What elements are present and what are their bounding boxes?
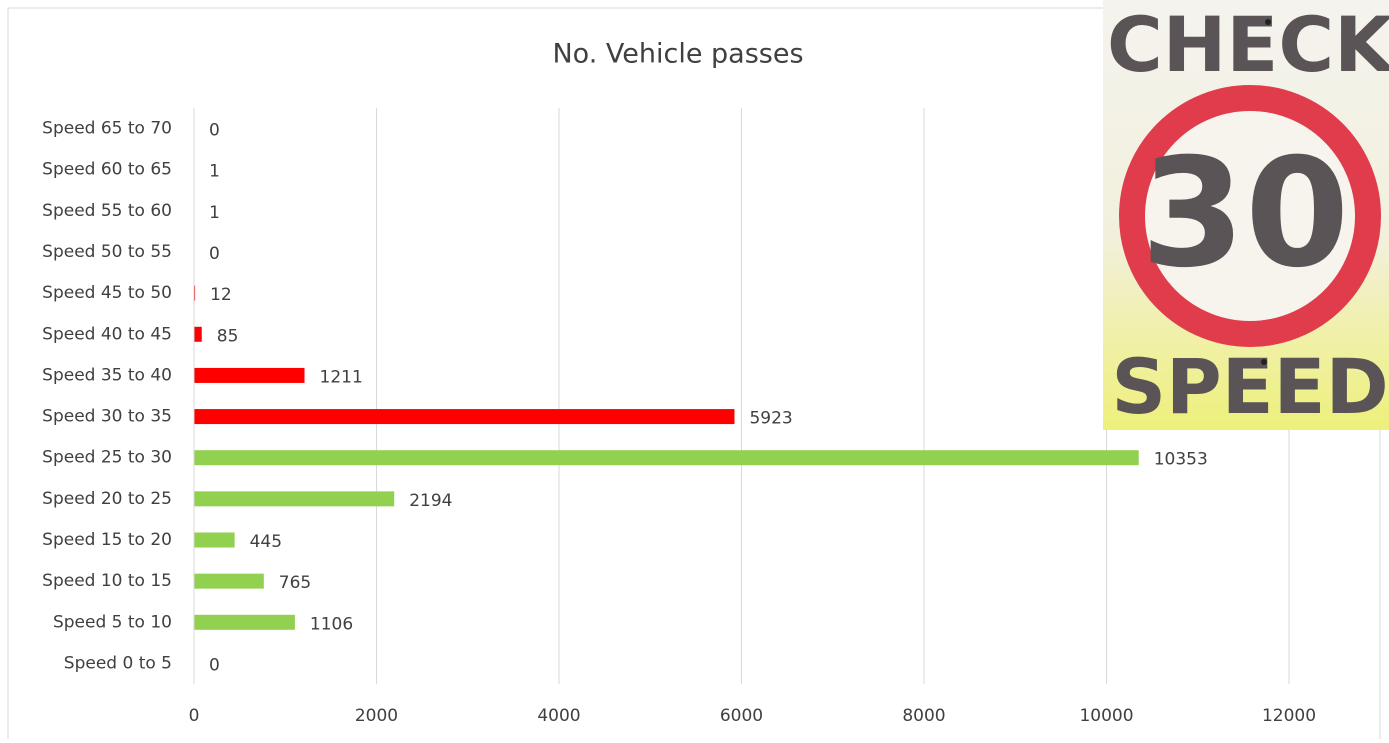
bar xyxy=(194,491,394,506)
sign-rivet xyxy=(1261,359,1267,365)
y-tick-label: Speed 40 to 45 xyxy=(42,324,172,344)
y-tick-label: Speed 55 to 60 xyxy=(42,201,172,221)
y-tick-label: Speed 50 to 55 xyxy=(42,242,172,262)
y-tick-label: Speed 0 to 5 xyxy=(64,653,172,673)
data-label: 445 xyxy=(250,532,282,552)
data-label: 1 xyxy=(209,162,220,182)
x-tick-label: 4000 xyxy=(537,706,580,726)
data-label: 5923 xyxy=(749,409,792,429)
data-label: 1 xyxy=(209,203,220,223)
x-tick-label: 10000 xyxy=(1079,706,1133,726)
bar xyxy=(194,574,264,589)
sign-bottom-text: SPEED xyxy=(1111,342,1388,431)
y-tick-label: Speed 5 to 10 xyxy=(53,612,172,632)
bar xyxy=(194,409,734,424)
y-tick-label: Speed 10 to 15 xyxy=(42,571,172,591)
data-label: 765 xyxy=(279,573,311,593)
y-tick-label: Speed 35 to 40 xyxy=(42,365,172,385)
x-tick-label: 0 xyxy=(189,706,200,726)
bar xyxy=(194,615,295,630)
y-tick-label: Speed 15 to 20 xyxy=(42,530,172,550)
sign-number: 30 xyxy=(1141,127,1350,301)
data-label: 0 xyxy=(209,655,220,675)
x-tick-label: 2000 xyxy=(355,706,398,726)
y-tick-label: Speed 30 to 35 xyxy=(42,407,172,427)
bar xyxy=(194,368,305,383)
y-tick-label: Speed 45 to 50 xyxy=(42,283,172,303)
sign-rivet xyxy=(1265,19,1271,25)
chart-title: No. Vehicle passes xyxy=(552,39,803,70)
data-label: 10353 xyxy=(1154,450,1208,470)
data-label: 0 xyxy=(209,121,220,141)
data-label: 1211 xyxy=(320,367,363,387)
data-label: 0 xyxy=(209,244,220,264)
bar xyxy=(194,450,1139,465)
data-label: 1106 xyxy=(310,614,353,634)
bar xyxy=(194,533,235,548)
sign-image: CHECK 30 SPEED xyxy=(1103,0,1389,431)
data-label: 85 xyxy=(217,326,239,346)
y-tick-label: Speed 25 to 30 xyxy=(42,448,172,468)
data-label: 2194 xyxy=(409,491,452,511)
sign-top-text: CHECK xyxy=(1107,0,1389,89)
bar xyxy=(194,327,202,342)
data-label: 12 xyxy=(210,285,232,305)
x-tick-label: 12000 xyxy=(1262,706,1316,726)
y-tick-label: Speed 20 to 25 xyxy=(42,489,172,509)
y-tick-label: Speed 65 to 70 xyxy=(42,119,172,139)
chart: No. Vehicle passes 020004000600080001000… xyxy=(0,0,1389,739)
y-tick-label: Speed 60 to 65 xyxy=(42,160,172,180)
x-tick-label: 8000 xyxy=(902,706,945,726)
x-tick-label: 6000 xyxy=(720,706,763,726)
